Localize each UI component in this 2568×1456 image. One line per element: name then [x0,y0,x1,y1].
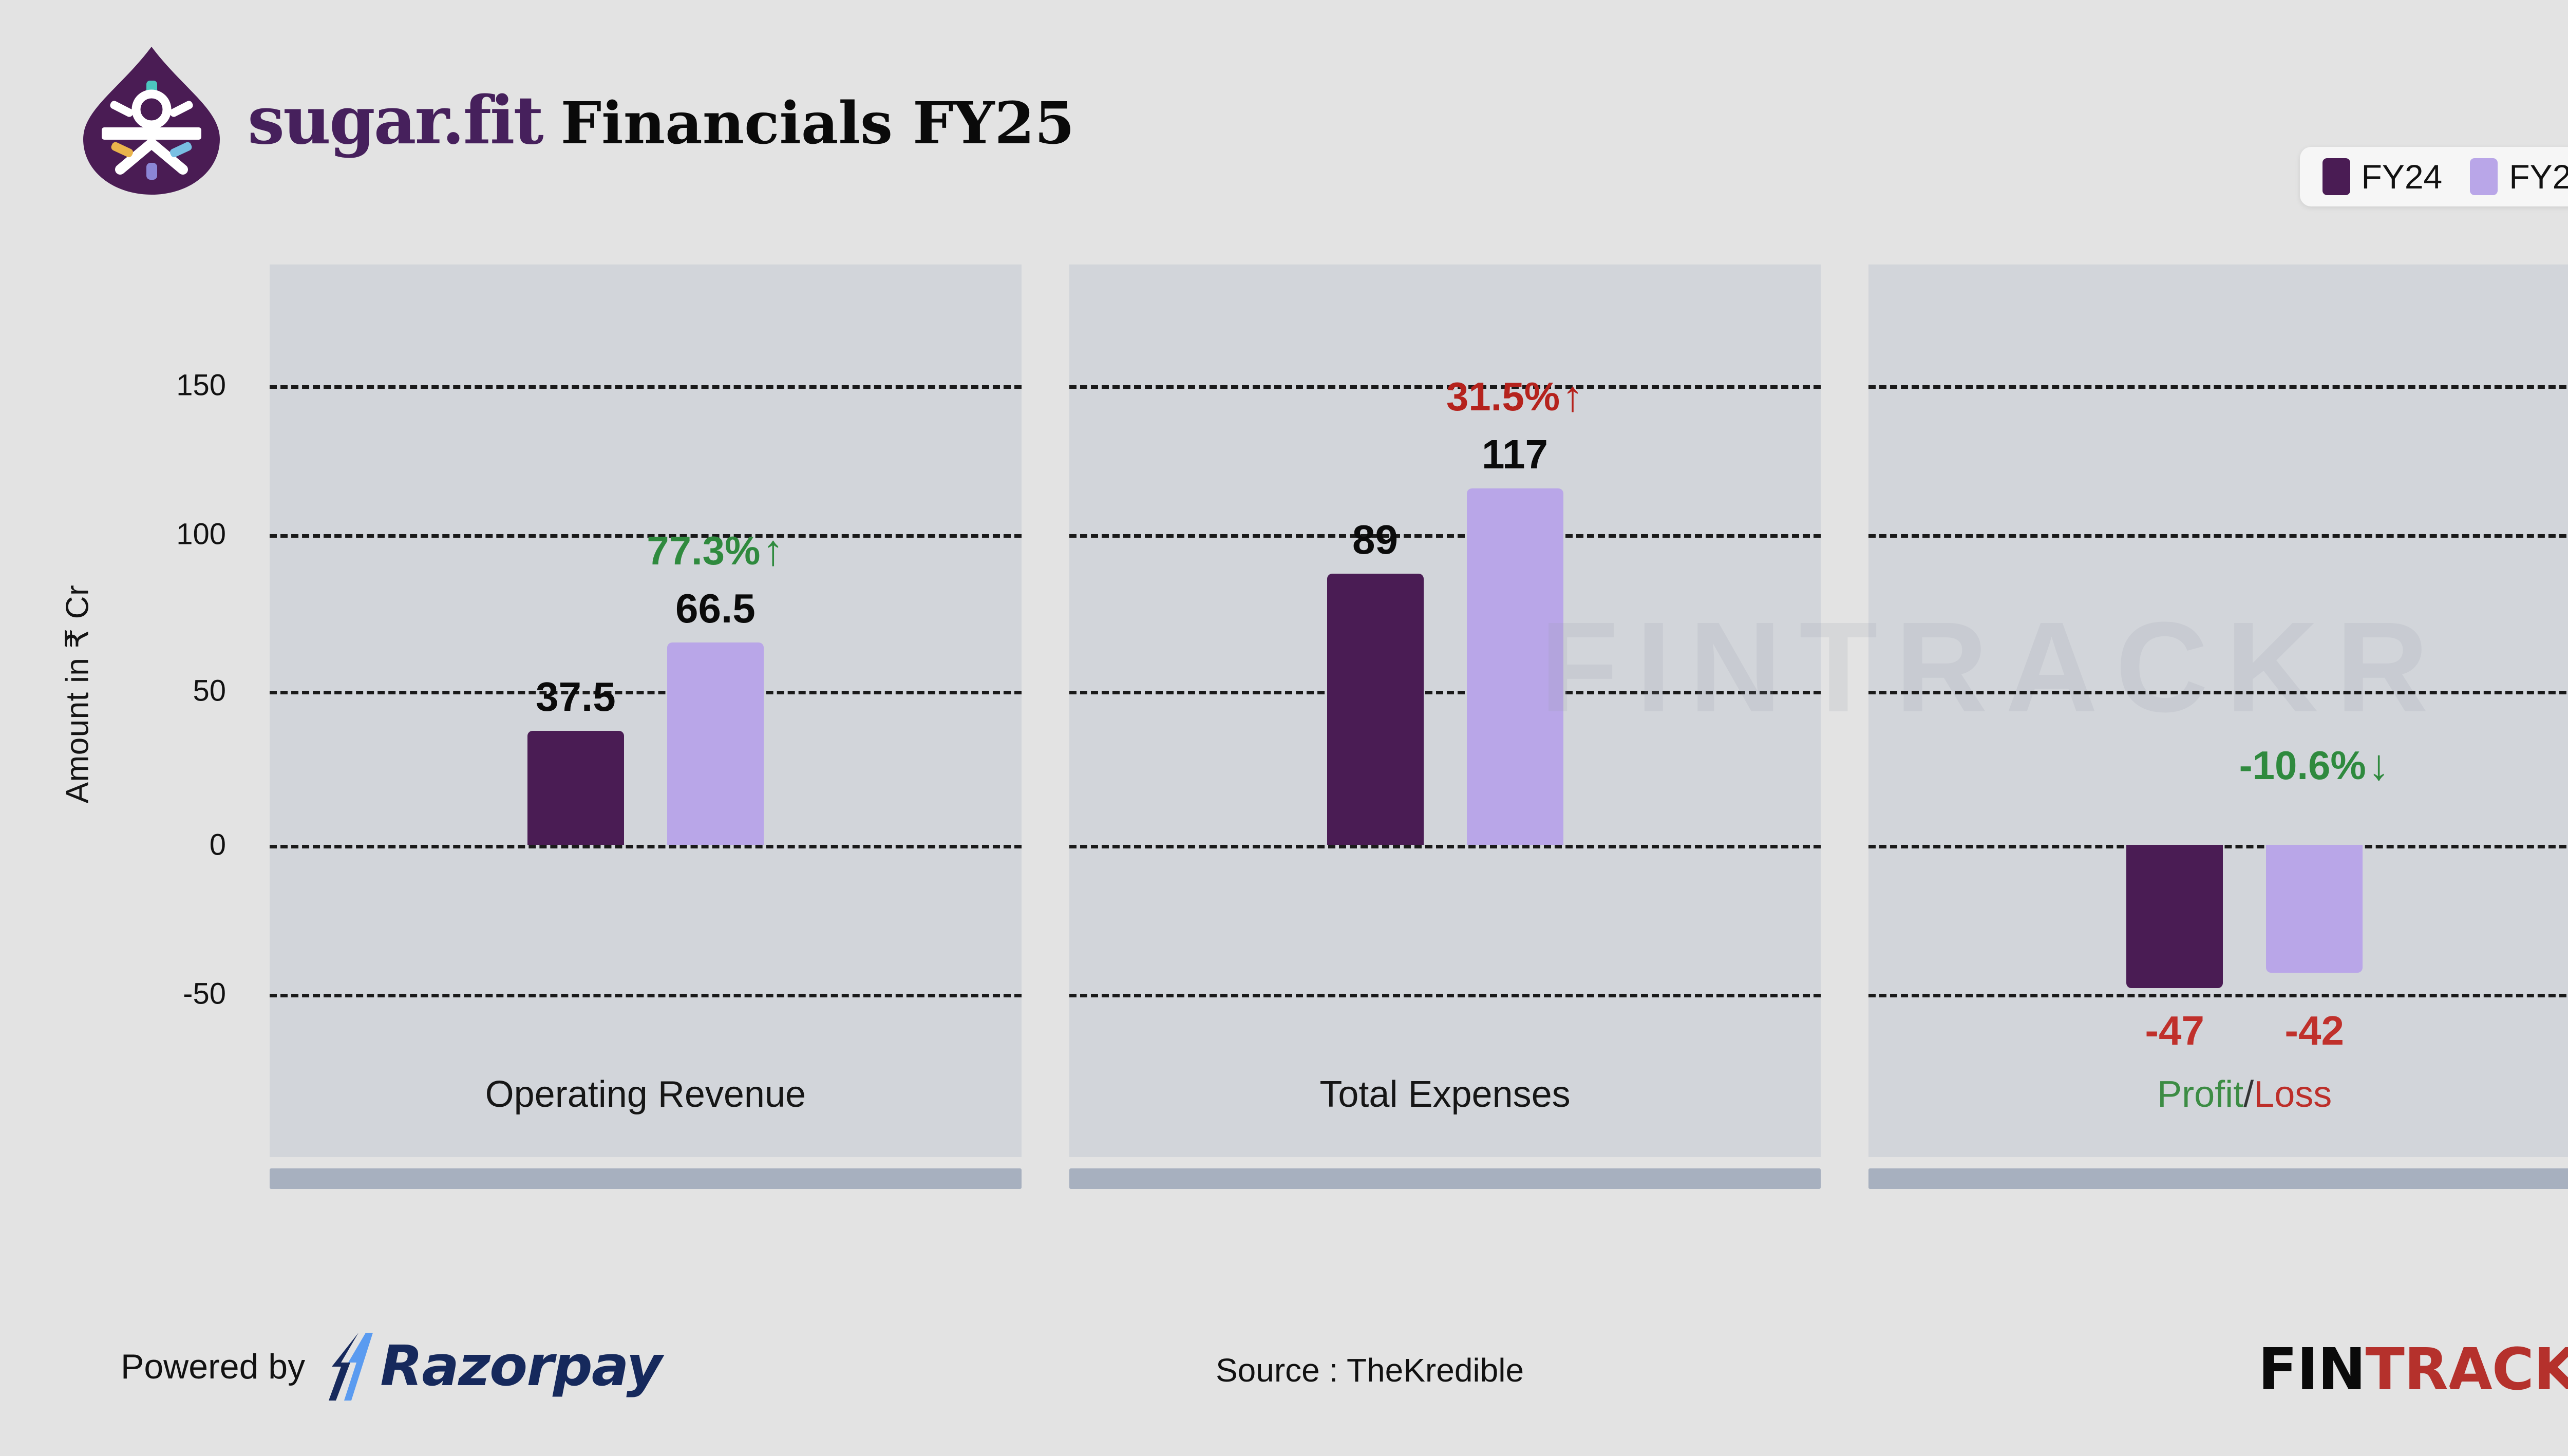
y-tick-100: 100 [176,517,226,551]
bar-value-fy24: 37.5 [535,674,616,720]
y-axis-label: Amount in ₹ Cr [60,584,96,804]
y-tick-150: 150 [176,368,226,402]
gridline-100 [1069,534,1821,538]
arrow-up-icon: ↑ [1562,372,1584,421]
legend-swatch-fy24 [2322,158,2350,195]
bar-value-fy25: 117 [1481,431,1549,477]
bar-rect-fy24 [2126,845,2223,988]
panel-profit-loss: FINTRACKR -47 -42 -10.6% [1540,264,2568,1189]
page-title: sugar.fit Financials FY25 [248,88,1074,154]
panel-group: 37.5 66.5 77.3% ↑ Operating Revenue [270,264,2568,1207]
panel-total-expenses: 89 117 31.5% ↑ Total Expenses [1069,264,1821,1189]
bar-rect-fy24 [527,731,624,845]
title-text: Financials FY25 [560,90,1075,157]
delta-value: -10.6% [2239,743,2366,788]
delta-value: 31.5% [1446,374,1560,419]
bars-profit-loss: -47 -42 -10.6% ↓ [1868,264,2568,1157]
fintrackr-trackr-label: TRACKR [2365,1336,2568,1403]
gridline-150 [1868,385,2568,389]
category-label-separator: / [2243,1074,2254,1115]
category-label-loss: Loss [2254,1074,2332,1115]
gridline-100 [270,534,1022,538]
delta-value: 77.3% [647,528,761,573]
chart-plot-area: Amount in ₹ Cr 150 100 50 0 -50 37.5 [0,264,2568,1207]
bars-total-expenses: 89 117 31.5% ↑ [1069,264,1821,1157]
legend-item-fy24[interactable]: FY24 [2322,158,2443,196]
gridline-0 [1069,845,1821,848]
legend: FY24 FY25 [2299,147,2568,206]
fintrackr-fin-text: FIN [2258,1336,2366,1403]
y-tick-0: 0 [209,828,226,862]
gridline-100 [1868,534,2568,538]
legend-label-fy24: FY24 [2361,158,2443,196]
bar-value-fy24: -47 [2145,1008,2204,1053]
gridline-neg50 [1069,994,1821,997]
category-label-total-expenses: Total Expenses [1319,1074,1571,1115]
bars-operating-revenue: 37.5 66.5 77.3% ↑ [270,264,1022,1157]
bar-rect-fy25 [2266,845,2363,973]
razorpay-mark-icon [326,1333,375,1401]
delta-badge-total-expenses: 31.5% ↑ [1446,372,1584,421]
y-tick-50: 50 [193,674,226,708]
sugarfit-droplet-logo-icon [77,44,226,198]
brand-name: sugar.fit [248,82,544,159]
source-label: Source : TheKredible [1215,1352,1524,1389]
header: sugar.fit Financials FY25 [77,44,1074,198]
panel-operating-revenue: 37.5 66.5 77.3% ↑ Operating Revenue [270,264,1022,1189]
delta-badge-operating-revenue: 77.3% ↑ [647,526,784,575]
delta-badge-profit-loss: -10.6% ↓ [2239,741,2390,789]
gridline-150 [1069,385,1821,389]
bar-value-fy25: -42 [2284,1008,2344,1053]
gridline-50 [270,691,1022,694]
arrow-down-icon: ↓ [2368,741,2390,789]
panel-base-bar [1868,1168,2568,1189]
bar-value-fy24: 89 [1352,517,1398,562]
panel-base-bar [1069,1168,1821,1189]
footer: Powered by Razorpay Source : TheKredible… [0,1287,2568,1456]
panel-base-bar [270,1168,1022,1189]
gridline-50 [1868,691,2568,694]
y-tick-neg50: -50 [183,977,226,1011]
gridline-0 [270,845,1022,848]
gridline-150 [270,385,1022,389]
fintrackr-trackr-text: TRACKR [2365,1341,2568,1413]
bar-rect-fy25 [1466,488,1563,845]
category-label-operating-revenue: Operating Revenue [485,1074,806,1115]
legend-swatch-fy25 [2470,158,2498,195]
gridline-50 [1069,691,1821,694]
powered-by-label: Powered by [121,1347,306,1386]
bar-rect-fy24 [1327,574,1424,845]
fintrackr-logo: FIN TRACKR [2258,1336,2568,1413]
category-label-profit-loss: Profit/Loss [1868,1076,2568,1113]
razorpay-logo-icon: Razorpay [326,1333,663,1401]
gridline-neg50 [270,994,1022,997]
arrow-up-icon: ↑ [762,526,784,575]
legend-label-fy25: FY25 [2509,158,2568,196]
razorpay-name: Razorpay [380,1334,663,1398]
category-label-profit: Profit [2157,1074,2244,1115]
legend-item-fy25[interactable]: FY25 [2470,158,2568,195]
powered-by-block: Powered by Razorpay [121,1333,663,1401]
bar-value-fy25: 66.5 [675,585,756,631]
fintrackr-rocket-icon [2440,1369,2458,1413]
bar-rect-fy25 [667,642,764,845]
gridline-neg50 [1868,994,2568,997]
